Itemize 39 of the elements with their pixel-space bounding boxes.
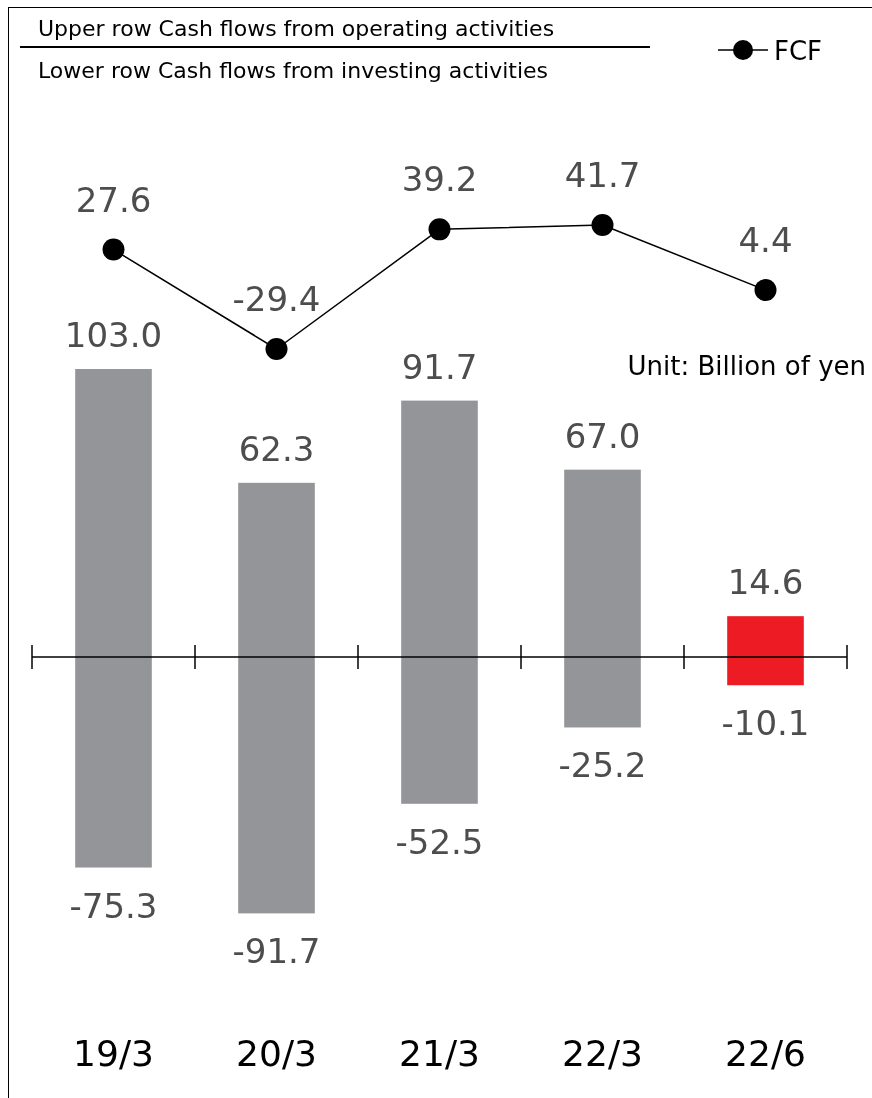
bar [238,482,315,657]
bar [401,657,478,804]
x-tick-label: 19/3 [73,1033,154,1074]
data-label: 103.0 [64,315,163,355]
data-label: 14.6 [727,562,804,603]
point [428,218,451,241]
bar [727,657,804,686]
point [102,238,125,261]
data-label: -10.1 [721,703,810,744]
bar [75,369,152,657]
x-tick-label: 21/3 [399,1033,480,1074]
data-label: 4.4 [738,220,793,261]
point [754,279,777,302]
data-label: -29.4 [232,279,321,319]
data-label: 62.3 [238,428,315,469]
bar [727,616,804,657]
legend-label: FCF [774,36,823,66]
text: Lower row Cash flows from investing activities [38,58,548,83]
bar [75,657,152,868]
data-label: 67.0 [564,415,641,456]
data-label: 41.7 [564,155,641,195]
data-label: 91.7 [401,346,478,387]
data-label: -25.2 [558,745,647,786]
bar [564,657,641,728]
data-label: -52.5 [395,821,484,862]
point [265,338,288,360]
data-label: 27.6 [75,179,152,220]
data-label: 39.2 [401,159,478,200]
text: Upper row Cash flows from operating activities [38,16,555,41]
bar [564,469,641,657]
x-tick-label: 20/3 [236,1033,317,1074]
x-tick-label: 22/3 [562,1033,643,1074]
annotation: Unit: Billion of yen [627,351,866,381]
point [591,214,614,236]
bar [238,657,315,914]
data-label: -75.3 [69,885,158,926]
data-label: -91.7 [232,931,321,972]
x-tick-label: 22/6 [725,1033,806,1074]
bar [401,400,478,657]
